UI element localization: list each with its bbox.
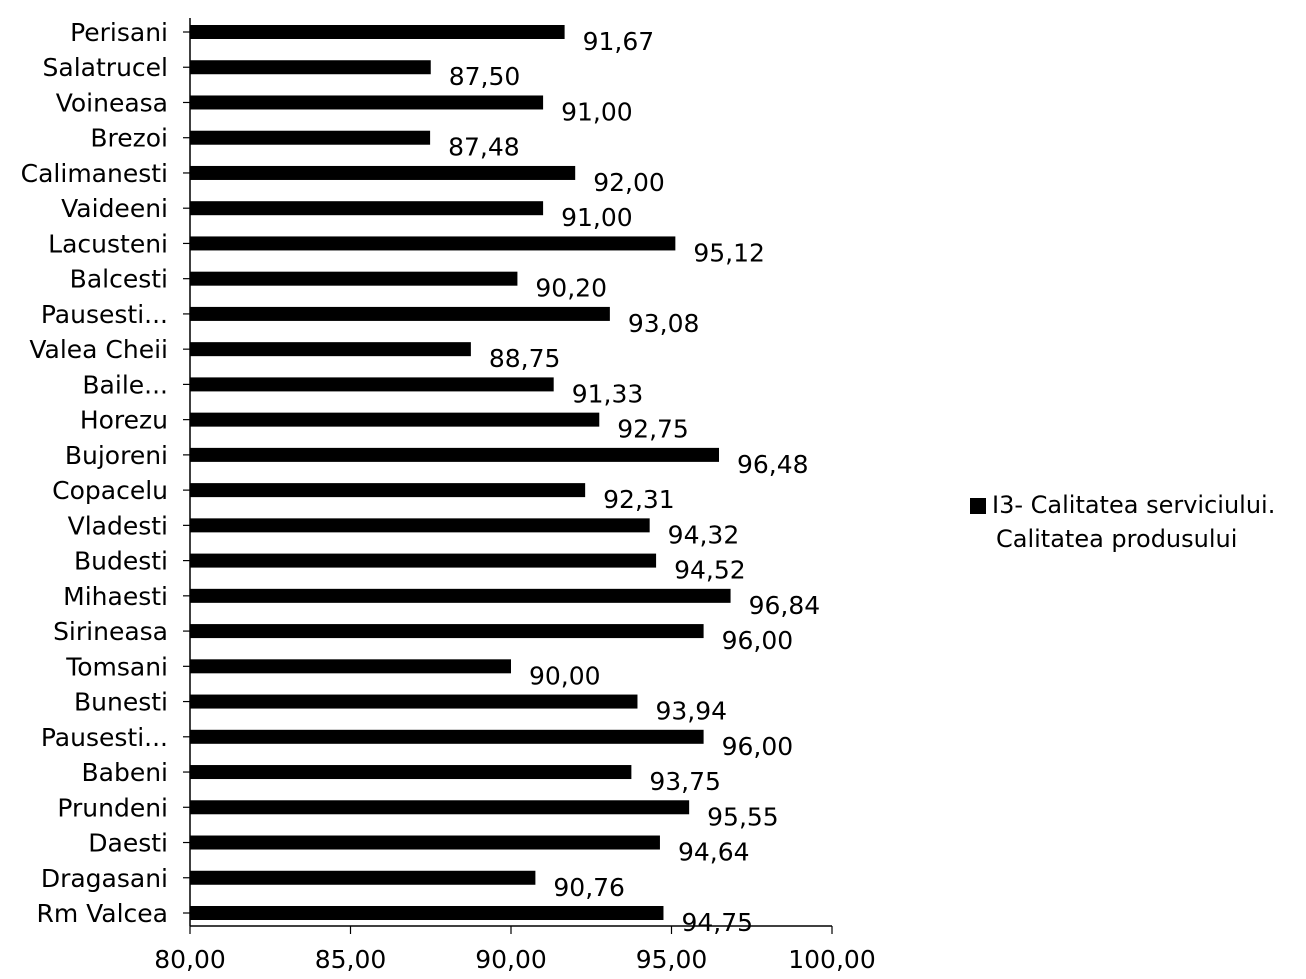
legend-label-1: I3- Calitatea serviciului. [992, 491, 1276, 519]
bar [190, 483, 586, 498]
data-label: 93,75 [649, 767, 721, 796]
data-label: 91,33 [572, 379, 644, 408]
legend-swatch [970, 498, 986, 514]
bar [190, 130, 431, 145]
data-label: 95,12 [693, 238, 765, 267]
bar [190, 271, 518, 286]
data-label: 93,94 [655, 697, 727, 726]
category-label: Prundeni [57, 793, 168, 822]
bar [190, 447, 720, 462]
bar [190, 412, 600, 427]
bar [190, 870, 536, 885]
data-label: 92,31 [603, 485, 675, 514]
category-label: Bujoreni [65, 441, 168, 470]
data-label: 94,32 [668, 520, 740, 549]
category-label: Pausesti... [41, 723, 168, 752]
x-tick-label: 85,00 [315, 945, 387, 974]
category-label: Babeni [81, 758, 168, 787]
data-label: 87,50 [449, 62, 521, 91]
x-tick-label: 100,00 [788, 945, 875, 974]
category-label: Pausesti... [41, 300, 168, 329]
data-label: 94,52 [674, 556, 746, 585]
data-label: 87,48 [448, 133, 520, 162]
legend-line-1: I3- Calitatea serviciului. [970, 488, 1290, 522]
category-label: Vladesti [68, 511, 168, 540]
x-tick-label: 90,00 [475, 945, 547, 974]
bar [190, 95, 544, 110]
category-label: Vaideeni [61, 194, 168, 223]
data-label: 96,48 [737, 450, 809, 479]
x-tick-label: 95,00 [636, 945, 708, 974]
bar [190, 236, 676, 251]
data-label: 90,76 [553, 873, 625, 902]
data-label: 92,75 [617, 415, 689, 444]
bar [190, 553, 657, 568]
data-label: 94,75 [681, 908, 753, 937]
data-label: 88,75 [489, 344, 561, 373]
category-label: Voineasa [56, 88, 168, 117]
bar [190, 624, 704, 639]
category-label: Budesti [74, 547, 168, 576]
bar [190, 60, 431, 75]
bar [190, 588, 731, 603]
data-label: 94,64 [678, 838, 750, 867]
data-label: 91,00 [561, 97, 633, 126]
category-label: Rm Valcea [36, 899, 168, 928]
data-label: 90,00 [529, 661, 601, 690]
category-label: Copacelu [52, 476, 168, 505]
data-label: 92,00 [593, 168, 665, 197]
bar [190, 165, 576, 180]
category-label: Tomsani [65, 652, 168, 681]
bar [190, 659, 511, 674]
data-label: 96,00 [722, 626, 794, 655]
category-label: Daesti [88, 829, 168, 858]
legend-label-2: Calitatea produsului [996, 525, 1238, 553]
bar [190, 25, 565, 39]
data-label: 96,84 [749, 591, 821, 620]
data-label: 93,08 [628, 309, 700, 338]
category-label: Sirineasa [53, 617, 168, 646]
category-label: Perisani [70, 18, 168, 47]
category-label: Bunesti [74, 688, 168, 717]
bar [190, 518, 650, 533]
category-label: Valea Cheii [29, 335, 168, 364]
legend: I3- Calitatea serviciului. Calitatea pro… [970, 488, 1290, 556]
bar [190, 694, 638, 709]
data-label: 90,20 [535, 274, 607, 303]
data-label: 91,00 [561, 203, 633, 232]
data-label: 95,55 [707, 802, 779, 831]
category-label: Balcesti [70, 265, 168, 294]
bar [190, 765, 632, 780]
bar [190, 800, 690, 815]
bar [190, 906, 664, 920]
bar [190, 201, 544, 216]
data-label: 96,00 [722, 732, 794, 761]
category-label: Brezoi [90, 124, 168, 153]
category-label: Lacusteni [48, 229, 168, 258]
x-tick-label: 80,00 [154, 945, 226, 974]
category-label: Dragasani [41, 864, 168, 893]
legend-line-2: Calitatea produsului [970, 522, 1290, 556]
bar [190, 306, 610, 321]
category-label: Baile... [82, 370, 168, 399]
category-label: Horezu [80, 406, 168, 435]
bar [190, 729, 704, 744]
category-label: Calimanesti [21, 159, 168, 188]
data-label: 91,67 [583, 27, 655, 56]
category-label: Mihaesti [63, 582, 168, 611]
bar [190, 835, 660, 850]
bar [190, 342, 471, 357]
bar [190, 377, 554, 392]
category-label: Salatrucel [43, 53, 168, 82]
